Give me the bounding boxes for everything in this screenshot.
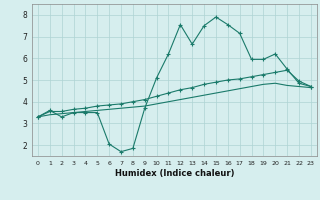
X-axis label: Humidex (Indice chaleur): Humidex (Indice chaleur) [115,169,234,178]
